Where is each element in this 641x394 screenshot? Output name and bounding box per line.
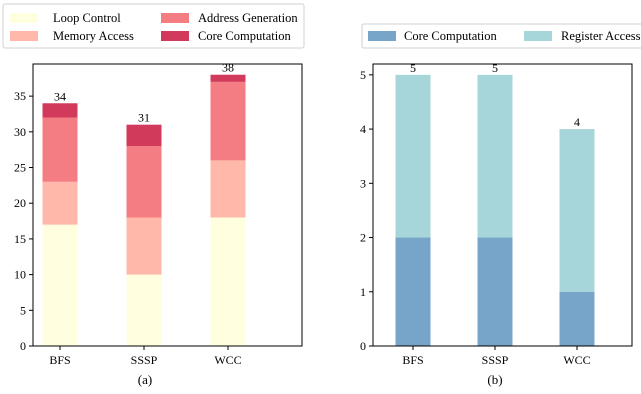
- x-tick-label-wcc: WCC: [214, 353, 241, 367]
- total-label-wcc: 38: [222, 61, 234, 75]
- chart-panel-a: 34 31 38 0 5 10 15 20 25 30 35 BFS SSSP WCC Loop Contr…: [2, 3, 305, 387]
- y-tick-label: 4: [360, 122, 366, 136]
- bar-wcc-loop-control: [210, 217, 246, 346]
- legend-swatch-memory-access: [10, 31, 38, 41]
- total-label-sssp: 5: [492, 61, 498, 75]
- bar-bfs-core-computation: [395, 237, 431, 346]
- y-tick-label: 20: [14, 196, 26, 210]
- bar-bfs-address-generation: [42, 117, 78, 182]
- bar-sssp-loop-control: [126, 274, 162, 346]
- legend-label-register-access: Register Access: [561, 29, 641, 43]
- total-label-sssp: 31: [138, 111, 150, 125]
- bar-bfs-register-access: [395, 74, 431, 238]
- subfigure-caption: (b): [487, 372, 502, 387]
- y-tick-label: 10: [14, 268, 26, 282]
- subfigure-caption: (a): [138, 372, 152, 387]
- x-tick-label-bfs: BFS: [402, 353, 423, 367]
- y-tick-label: 15: [14, 232, 26, 246]
- y-tick-label: 25: [14, 161, 26, 175]
- axes-frame: [32, 63, 303, 347]
- legend-swatch-core-computation: [161, 31, 189, 41]
- x-tick-label-sssp: SSSP: [482, 353, 509, 367]
- total-label-bfs: 34: [54, 89, 66, 103]
- y-tick-label: 0: [20, 339, 26, 353]
- y-tick-label: 5: [360, 68, 366, 82]
- legend-label-address-generation: Address Generation: [198, 11, 298, 25]
- bar-wcc-register-access: [559, 129, 595, 292]
- legend-swatch-loop-control: [10, 13, 38, 23]
- legend-label-memory-access: Memory Access: [53, 29, 134, 43]
- bar-wcc-core-computation: [559, 291, 595, 346]
- legend-label-core-computation: Core Computation: [198, 29, 291, 43]
- legend-label-loop-control: Loop Control: [53, 11, 121, 25]
- legend: Core Computation Register Access: [361, 23, 641, 49]
- chart-panel-b: 5 5 4 0 1 2 3 4 5 BFS SSSP WCC Core Computation Regis…: [360, 23, 641, 387]
- bar-sssp-register-access: [477, 74, 513, 238]
- y-tick-label: 3: [360, 176, 366, 190]
- y-tick-label: 1: [360, 285, 366, 299]
- total-label-bfs: 5: [410, 61, 416, 75]
- bar-wcc-address-generation: [210, 81, 246, 161]
- bar-sssp-core-computation: [477, 237, 513, 346]
- y-tick-label: 30: [14, 125, 26, 139]
- bar-bfs-memory-access: [42, 181, 78, 225]
- legend-frame: [2, 3, 305, 49]
- legend-frame: [361, 23, 641, 49]
- y-tick-label: 35: [14, 89, 26, 103]
- bar-sssp-memory-access: [126, 217, 162, 275]
- legend-swatch-register-access: [524, 31, 552, 41]
- legend-label-core-computation: Core Computation: [404, 29, 497, 43]
- y-tick-label: 5: [20, 303, 26, 317]
- legend-swatch-address-generation: [161, 13, 189, 23]
- bar-wcc-memory-access: [210, 160, 246, 218]
- total-label-wcc: 4: [574, 115, 580, 129]
- bar-sssp-core-computation: [126, 124, 162, 147]
- y-tick-label: 0: [360, 339, 366, 353]
- x-tick-label-bfs: BFS: [49, 353, 70, 367]
- bar-bfs-loop-control: [42, 224, 78, 346]
- bar-sssp-address-generation: [126, 146, 162, 218]
- y-tick-label: 2: [360, 231, 366, 245]
- x-tick-label-wcc: WCC: [563, 353, 590, 367]
- legend-swatch-core-computation: [368, 31, 396, 41]
- x-tick-label-sssp: SSSP: [131, 353, 158, 367]
- axes-frame: [372, 63, 633, 347]
- bar-bfs-core-computation: [42, 103, 78, 118]
- legend: Loop Control Memory Access Address Generat…: [2, 3, 305, 49]
- bar-wcc-core-computation: [210, 74, 246, 82]
